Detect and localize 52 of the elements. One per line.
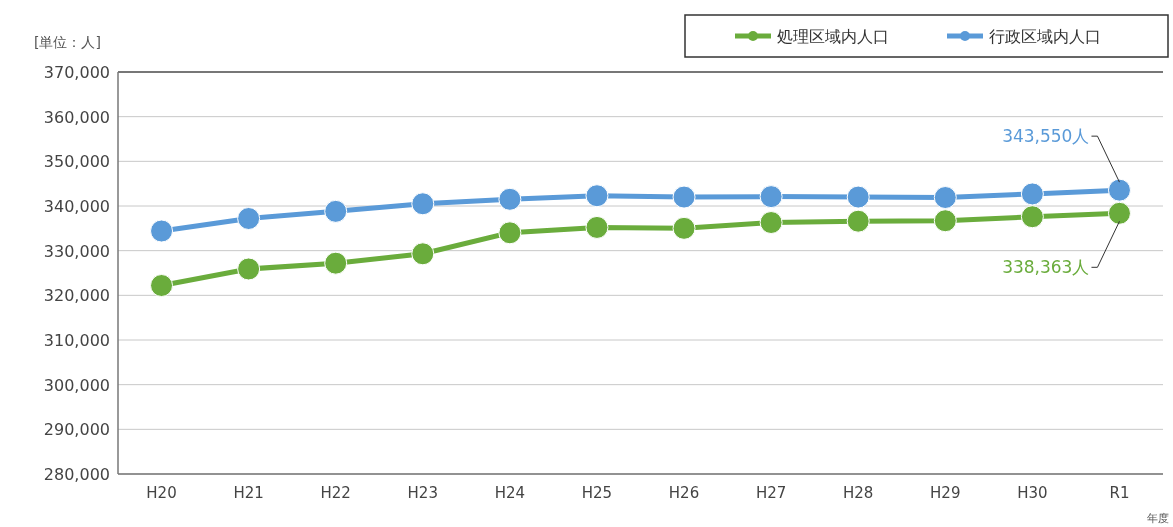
- x-tick-label: H29: [930, 484, 961, 502]
- x-tick-label: H24: [494, 484, 526, 502]
- point: [324, 251, 348, 275]
- y-tick-label: 280,000: [43, 465, 110, 484]
- annotation: 338,363人: [1002, 257, 1090, 278]
- y-tick-label: 360,000: [43, 107, 110, 127]
- x-axis-title: 年度: [1147, 512, 1169, 525]
- x-tick-label: H21: [233, 484, 264, 502]
- x-tick-label: H20: [146, 484, 177, 502]
- y-axis-title: [単位：人]: [34, 34, 101, 50]
- point: [1107, 178, 1131, 202]
- point: [498, 221, 522, 245]
- y-tick-label: 320,000: [43, 286, 110, 306]
- point: [498, 187, 522, 211]
- x-tick-label: H27: [755, 484, 787, 502]
- point: [150, 274, 174, 298]
- point: [1020, 205, 1044, 229]
- point: [933, 186, 957, 210]
- point: [411, 242, 435, 266]
- point: [150, 219, 174, 243]
- x-tick-label: H25: [581, 484, 613, 502]
- point: [672, 216, 696, 240]
- point: [237, 207, 261, 231]
- point: [324, 199, 348, 223]
- point: [672, 185, 696, 209]
- y-tick-label: 350,000: [43, 152, 110, 172]
- point: [933, 209, 957, 233]
- point: [759, 211, 783, 235]
- x-tick-label: H28: [843, 484, 874, 502]
- y-tick-label: 290,000: [43, 420, 110, 440]
- point: [1107, 201, 1131, 225]
- x-tick-label: H22: [320, 484, 351, 502]
- point: [411, 192, 435, 216]
- point: [759, 185, 783, 209]
- y-tick-label: 330,000: [43, 241, 110, 261]
- y-tick-label: 340,000: [43, 197, 110, 216]
- point: [585, 215, 609, 239]
- x-tick-label: H30: [1017, 484, 1048, 502]
- legend-label: 処理区域内人口: [777, 27, 889, 46]
- y-tick-label: 300,000: [43, 375, 110, 395]
- point: [237, 257, 261, 281]
- x-tick-label: H23: [407, 484, 438, 502]
- point: [585, 184, 609, 208]
- y-tick-label: 370,000: [43, 63, 110, 82]
- point: [846, 185, 870, 209]
- legend-label: 行政区域内人口: [989, 27, 1101, 46]
- x-tick-label: H26: [668, 484, 700, 502]
- annotation: 343,550人: [1002, 126, 1090, 147]
- y-tick-label: 310,000: [43, 331, 110, 350]
- point: [846, 209, 870, 233]
- point: [1020, 182, 1044, 206]
- x-tick-label: R1: [1109, 484, 1130, 502]
